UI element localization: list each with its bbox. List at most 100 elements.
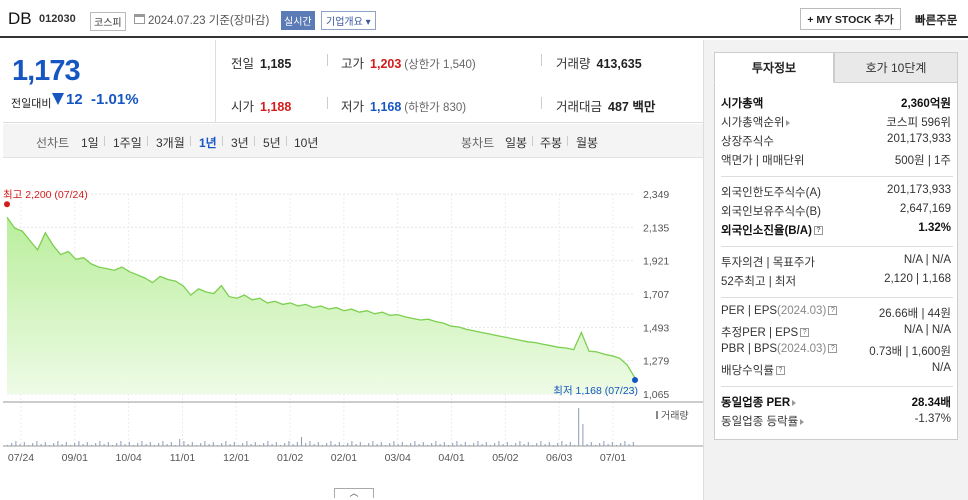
help-icon[interactable]: ? [828,306,838,316]
dividend-label: 배당수익률 [721,365,774,377]
amount-label: 거래대금 [556,100,603,114]
x-tick-label: 02/01 [331,452,357,464]
volume-bar [99,441,101,446]
market-cap-label: 시가총액 [721,98,764,110]
period-5y[interactable]: 5년 [263,136,281,150]
volume-bar [275,442,277,446]
period-1w[interactable]: 1주일 [113,136,142,150]
period-1y[interactable]: 1년 [199,136,217,150]
volume-bar [7,445,8,446]
market-cap-rank-row: 시가총액순위 코스피 596위 [721,114,951,132]
volume-bar [632,442,634,446]
candle-monthly[interactable]: 월봉 [576,136,599,150]
volume-bar [393,441,395,446]
volume-bar [502,444,504,446]
volume-bar [574,445,575,446]
company-overview-label: 기업개요 [326,17,363,28]
realtime-badge[interactable]: 실시간 [281,11,315,30]
volume-bar [401,442,403,446]
volume-bar [154,445,155,446]
chevron-up-icon[interactable]: ︿ [334,488,374,498]
foreign-ratio-label: 외국인소진율(B/A) [721,225,812,237]
triangle-right-icon[interactable] [792,399,797,406]
volume-bar [464,442,466,446]
volume-value: 413,635 [596,57,642,71]
candle-daily[interactable]: 일봉 [505,136,528,150]
panel-tabs: 투자정보 호가 10단계 [714,52,958,83]
volume-bar [473,443,475,446]
my-stock-add-button[interactable]: + MY STOCK 추가 [800,8,901,30]
volume-bar [208,444,210,446]
volume-bar [607,444,609,446]
sector-rate-row: 동일업종 등락률 -1.37% [721,413,951,431]
volume-bar [103,444,105,446]
open-value: 1,188 [260,100,292,114]
volume-bar [271,444,273,446]
x-tick-label: 03/04 [385,452,411,464]
y-tick-label: 1,493 [643,322,669,334]
volume-bar [141,441,143,446]
week52-label: 52주최고 | 최저 [721,276,797,288]
volume-bar [557,443,559,446]
x-tick-label: 12/01 [223,452,249,464]
volume: 거래량 413,635 [556,53,642,72]
y-tick-label: 2,349 [643,189,669,201]
help-icon[interactable]: ? [800,328,810,338]
volume-bar [448,445,449,446]
help-icon[interactable]: ? [828,344,838,354]
volume-legend-icon [656,411,658,419]
period-10y[interactable]: 10년 [294,136,319,150]
volume-bar [229,444,231,446]
candle-weekly[interactable]: 주봉 [540,136,563,150]
volume-bar [91,445,92,446]
volume-bar [65,442,67,446]
volume-bar [212,442,214,446]
divider [541,97,542,109]
period-3m[interactable]: 3개월 [156,136,185,150]
tab-investment-info[interactable]: 투자정보 [714,52,834,83]
volume-bar [40,444,42,446]
volume-bar [61,444,63,446]
volume-bar [313,444,315,446]
volume-bar [439,444,441,446]
volume-bar [288,441,290,446]
volume-bar [355,444,357,446]
company-overview-button[interactable]: 기업개요 ▾ [321,11,376,30]
sector-rate-value: -1.37% [914,413,951,425]
triangle-right-icon[interactable] [800,418,805,425]
volume-bar [238,445,239,446]
period-3y[interactable]: 3년 [231,136,249,150]
volume-bar [569,442,571,446]
prev-close-value: 1,185 [260,57,292,71]
volume-bar [338,442,340,446]
volume-bar [548,442,550,446]
volume-bar [385,445,386,446]
volume-bar [536,443,538,446]
low-label: 저가 [341,100,365,114]
quick-order-link[interactable]: 빠른주문 [915,15,958,27]
y-tick-label: 2,135 [643,222,669,234]
volume-bar [259,445,260,446]
tab-order-book[interactable]: 호가 10단계 [834,52,958,83]
volume-bar [532,445,533,446]
y-tick-label: 1,707 [643,289,669,301]
diff-label: 전일대비 [11,98,52,110]
help-icon[interactable]: ? [813,226,823,236]
shares-label: 상장주식수 [721,136,774,148]
price-chart-svg: 2,349 2,135 1,921 1,707 1,493 1,279 1,065 07/24… [3,189,703,464]
period-1d[interactable]: 1일 [81,136,99,150]
triangle-right-icon[interactable] [786,119,791,126]
volume-bar [32,443,34,446]
help-icon[interactable]: ? [775,366,785,376]
volume-bar [70,445,71,446]
pbr-value: 0.73배 | 1,600원 [869,346,951,358]
foreign-hold-value: 2,647,169 [899,203,951,215]
volume-bar [347,443,349,446]
volume-bar [196,445,197,446]
volume-bar [242,443,244,446]
market-cap-row: 시가총액 2,360억원 [721,95,951,113]
week52-row: 52주최고 | 최저 2,120 | 1,168 [721,273,951,291]
price-line [6,216,636,379]
price-chart[interactable]: 2,349 2,135 1,921 1,707 1,493 1,279 1,065 07/24… [3,158,703,498]
opinion-value: N/A | N/A [903,254,951,266]
